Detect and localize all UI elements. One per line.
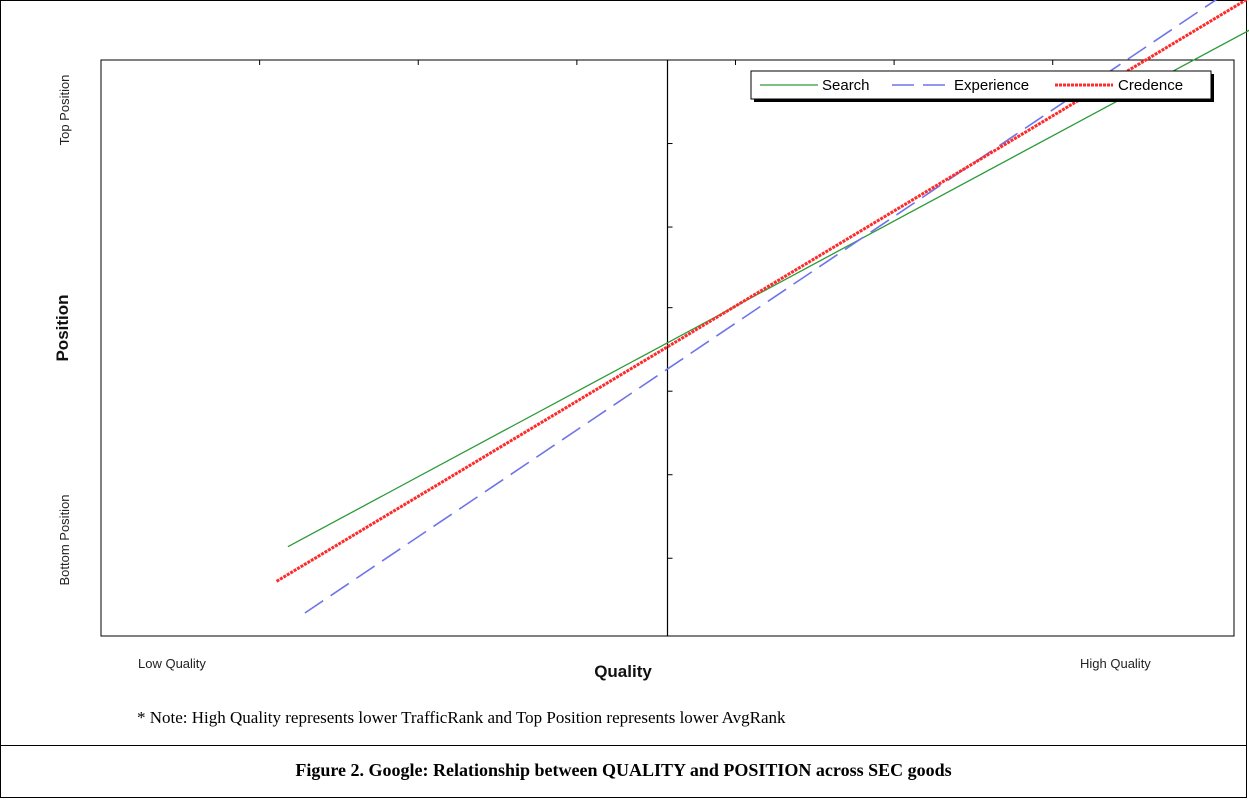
legend-label-search: Search	[822, 77, 870, 94]
y-tick-label-bottom: Bottom Position	[57, 494, 72, 585]
legend: Search Experience Credence	[750, 70, 1214, 102]
tick-marks	[259, 59, 1054, 559]
caption-divider	[0, 745, 1247, 746]
legend-box	[750, 70, 1212, 100]
y-tick-label-top: Top Position	[57, 75, 72, 146]
figure-caption: Figure 2. Google: Relationship between Q…	[295, 760, 952, 780]
x-axis-title: Quality	[594, 662, 652, 681]
x-tick-label-high: High Quality	[1080, 656, 1151, 671]
legend-label-experience: Experience	[954, 77, 1029, 94]
y-axis-title: Position	[53, 294, 72, 361]
chart: Top Position Bottom Position Position Lo…	[53, 0, 1249, 681]
plot-area	[100, 0, 1249, 637]
series-line-experience	[304, 0, 1218, 614]
chart-note: * Note: High Quality represents lower Tr…	[137, 708, 786, 727]
x-tick-label-low: Low Quality	[138, 656, 206, 671]
legend-label-credence: Credence	[1118, 77, 1183, 94]
